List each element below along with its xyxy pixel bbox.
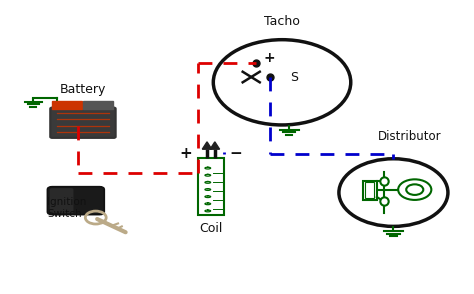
Bar — [365, 182, 374, 198]
Circle shape — [398, 179, 431, 200]
Text: +: + — [264, 51, 275, 65]
Circle shape — [339, 159, 448, 226]
Text: Battery: Battery — [60, 83, 106, 96]
Text: Tacho: Tacho — [264, 15, 300, 28]
Text: +: + — [180, 146, 192, 161]
Text: Coil: Coil — [199, 222, 223, 235]
FancyBboxPatch shape — [47, 187, 104, 215]
Bar — [363, 181, 377, 200]
Bar — [198, 158, 224, 216]
Text: Distributor: Distributor — [378, 130, 442, 143]
Bar — [83, 101, 112, 109]
Circle shape — [213, 40, 351, 125]
Bar — [52, 101, 82, 109]
Polygon shape — [210, 142, 219, 149]
FancyBboxPatch shape — [50, 108, 116, 138]
Text: −: − — [229, 146, 242, 161]
Text: S: S — [290, 71, 298, 83]
Polygon shape — [202, 142, 212, 149]
FancyBboxPatch shape — [50, 188, 73, 213]
Text: Ignition
Switch: Ignition Switch — [47, 197, 87, 219]
